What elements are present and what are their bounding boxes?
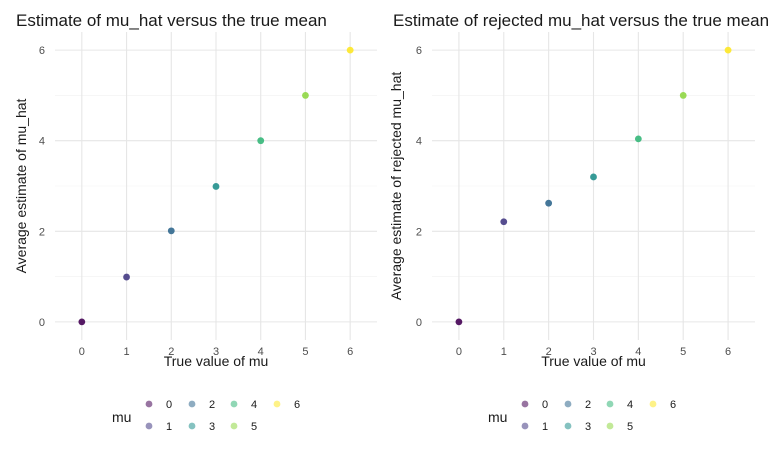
legend-label: 3 [209, 421, 215, 433]
legend-key [145, 400, 153, 408]
x-tick-label: 2 [168, 346, 174, 358]
panel-2: 0 1 2 3 4 5 6 0 2 4 6 Estimate of rejected mu_hat v… [388, 11, 768, 369]
legend: mu 0 1 2 3 4 5 6 [488, 399, 676, 433]
data-point-mu-4 [634, 135, 642, 143]
legend-key [230, 400, 238, 408]
legend-item: 4 [230, 399, 257, 411]
legend-item: 5 [230, 421, 257, 433]
x-tick-label: 0 [79, 346, 85, 358]
legend-label: 4 [627, 399, 633, 411]
y-tick-label: 4 [416, 136, 422, 148]
data-point-mu-3 [590, 173, 597, 181]
data-point-mu-2 [545, 199, 553, 207]
legend-label: 0 [166, 399, 172, 411]
data-point-mu-0 [78, 318, 86, 326]
legend-key [521, 400, 529, 408]
legend-item: 1 [145, 421, 172, 433]
legend-item: 3 [188, 421, 215, 433]
legend-item: 0 [521, 399, 548, 411]
legend-key [649, 400, 657, 408]
y-tick-label: 6 [39, 45, 45, 57]
legend-label: 1 [166, 421, 172, 433]
legend-label: 2 [209, 399, 215, 411]
legend-key [188, 422, 196, 430]
legend-label: 0 [542, 399, 548, 411]
legend-item: 1 [521, 421, 548, 433]
chart-title: Estimate of mu_hat versus the true mean [16, 11, 327, 30]
legend-item: 6 [273, 399, 300, 411]
x-tick-label: 0 [456, 346, 462, 358]
legend-key [521, 422, 529, 430]
legend-item: 5 [606, 421, 633, 433]
legend-key [564, 400, 572, 408]
data-points [455, 46, 732, 326]
y-axis-label: Average estimate of rejected mu_hat [388, 72, 404, 301]
x-tick-label: 6 [725, 346, 731, 358]
x-tick-label: 3 [213, 346, 219, 358]
legend-key [564, 422, 572, 430]
legend-label: 1 [542, 421, 548, 433]
x-tick-label: 5 [680, 346, 686, 358]
data-point-mu-1 [123, 273, 130, 281]
x-tick-label: 5 [302, 346, 308, 358]
legend-key [230, 422, 238, 430]
data-point-mu-4 [257, 137, 265, 145]
legend-key [606, 400, 614, 408]
y-tick-label: 2 [416, 226, 422, 238]
y-axis-label: Average estimate of mu_hat [13, 98, 29, 273]
panel-1: 0 1 2 3 4 5 6 0 2 4 6 Estimate of mu_hat versus the… [13, 11, 377, 369]
grid-lines [432, 32, 755, 340]
x-axis-label: True value of mu [541, 353, 646, 369]
data-point-mu-5 [302, 92, 309, 99]
legend-title: mu [488, 409, 507, 425]
data-point-mu-3 [212, 183, 220, 190]
legend-key [273, 400, 281, 408]
legend-item: 3 [564, 421, 591, 433]
legend: mu 0 1 2 3 4 5 6 [112, 399, 300, 433]
x-tick-label: 3 [590, 346, 596, 358]
legend-label: 3 [585, 421, 591, 433]
y-tick-label: 6 [416, 45, 422, 57]
legend-label: 6 [294, 399, 300, 411]
y-tick-label: 4 [39, 136, 45, 148]
chart-title: Estimate of rejected mu_hat versus the t… [393, 11, 768, 30]
legend-label: 5 [251, 421, 257, 433]
x-tick-label: 6 [347, 346, 353, 358]
legend-label: 4 [251, 399, 257, 411]
data-point-mu-1 [500, 218, 508, 226]
x-tick-label: 1 [501, 346, 507, 358]
legend-label: 2 [585, 399, 591, 411]
x-tick-label: 2 [546, 346, 552, 358]
y-tick-label: 0 [39, 317, 45, 329]
legend-title: mu [112, 409, 131, 425]
data-point-mu-6 [724, 46, 732, 54]
legend-label: 5 [627, 421, 633, 433]
data-point-mu-5 [679, 92, 687, 99]
y-tick-label: 0 [416, 317, 422, 329]
legend-label: 6 [670, 399, 676, 411]
x-tick-label: 4 [635, 346, 641, 358]
legend-key [606, 422, 614, 430]
legend-key [145, 422, 153, 430]
grid-lines [55, 32, 377, 340]
data-point-mu-0 [455, 318, 463, 326]
data-point-mu-6 [346, 46, 354, 54]
x-tick-label: 1 [123, 346, 129, 358]
y-tick-label: 2 [39, 226, 45, 238]
legend-item: 4 [606, 399, 633, 411]
legend-key [188, 400, 196, 408]
data-point-mu-2 [167, 227, 175, 235]
x-axis-label: True value of mu [164, 353, 269, 369]
legend-item: 0 [145, 399, 172, 411]
legend-item: 6 [649, 399, 676, 411]
legend-item: 2 [564, 399, 591, 411]
x-tick-label: 4 [258, 346, 264, 358]
data-points [78, 46, 354, 326]
legend-item: 2 [188, 399, 215, 411]
